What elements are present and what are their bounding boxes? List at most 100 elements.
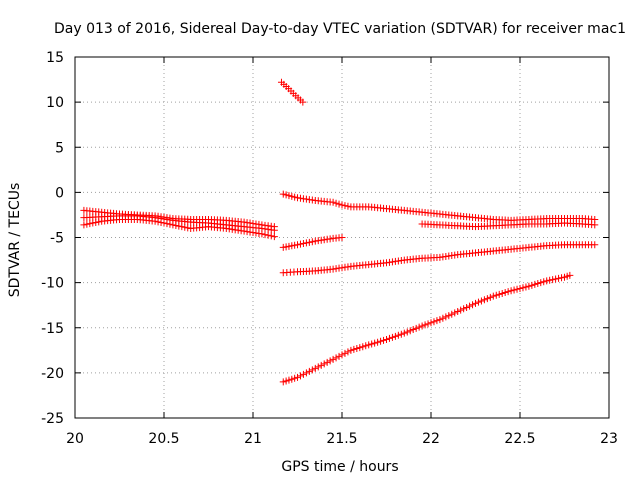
data-point [89,219,97,227]
series-arc-f [279,241,599,277]
data-point [83,220,91,228]
x-tick-label: 22.5 [504,431,535,447]
series-arc-e [418,219,599,231]
data-point [294,241,301,249]
data-point [175,222,183,230]
y-tick-label: 0 [55,185,64,201]
data-point [403,328,411,336]
data-point [528,281,536,289]
data-point [365,341,373,349]
data-point [513,285,521,293]
data-point [451,309,459,317]
y-tick-label: -25 [41,411,64,427]
series-arc-d [279,234,346,251]
series-arc-b [277,78,307,106]
data-point [483,295,491,303]
data-point [388,333,396,341]
y-tick-label: -15 [41,321,64,337]
data-point [151,217,159,225]
data-point [305,238,313,246]
y-tick-label: -5 [50,231,64,247]
data-point [504,288,512,296]
data-point [507,287,515,295]
data-point [525,282,533,290]
series-arc-g [279,271,574,386]
data-point [302,369,310,377]
y-tick-label: 5 [55,140,64,156]
data-point [285,242,293,250]
data-point [299,98,307,106]
data-point [285,192,293,200]
data-point [258,230,266,238]
series-arc-c [279,190,599,224]
data-point [383,335,390,343]
data-point [314,363,322,371]
data-point [329,355,337,363]
data-point [421,321,429,329]
data-point [477,297,485,305]
data-point [166,220,174,228]
data-point [501,289,509,297]
data-point [296,372,304,380]
data-point [264,231,272,239]
data-point [353,345,361,353]
data-point [457,306,465,314]
data-point [469,301,477,309]
data-point [261,231,269,239]
data-point [305,367,313,375]
data-point [288,192,296,200]
data-point [492,291,500,299]
y-axis-label: SDTVAR / TECUs [7,183,23,298]
data-point [335,352,343,360]
data-point [537,279,545,287]
data-point [377,337,385,345]
data-point [400,329,408,337]
data-point [338,234,346,241]
data-point [409,326,417,334]
data-point [169,221,177,229]
data-point [374,338,382,346]
data-point [356,344,364,352]
data-point [495,290,503,298]
x-tick-label: 21 [244,431,262,447]
x-tick-label: 20 [66,431,84,447]
data-point [291,374,299,382]
data-point [454,308,462,316]
data-point [486,293,494,301]
data-point [418,322,426,330]
data-point [480,296,488,304]
data-point [154,218,162,226]
data-point [380,336,388,344]
data-point [296,240,304,248]
data-point [534,280,542,288]
data-point [267,232,275,240]
data-point [288,375,296,383]
data-point [522,283,530,291]
data-point [95,218,103,226]
data-point [181,223,189,231]
data-point [308,366,316,374]
x-tick-label: 20.5 [148,431,179,447]
data-point [338,351,346,359]
data-point [412,324,420,332]
data-point [406,327,414,335]
data-point [299,240,307,248]
data-point [329,198,337,206]
data-point [279,243,287,251]
data-point [270,226,278,234]
data-point [427,319,435,327]
y-tick-label: -20 [41,366,64,382]
data-point [415,323,423,331]
data-point [566,271,574,279]
data-point [436,316,444,324]
y-tick-label: -10 [41,276,64,292]
data-point [294,373,301,381]
data-point [540,278,548,286]
x-axis-label: GPS time / hours [281,459,398,475]
data-point [371,339,379,347]
data-point [86,220,94,228]
data-point [279,378,287,386]
series-arc-a2 [80,212,278,234]
data-point [555,274,563,282]
data-point [445,312,453,320]
